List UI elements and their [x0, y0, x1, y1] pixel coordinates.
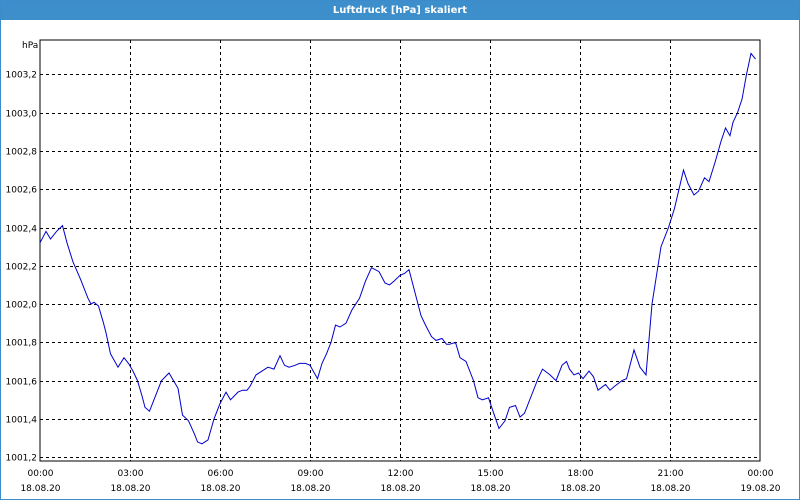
series-line [39, 52, 756, 445]
y-tick-label: 1001,4 [6, 416, 38, 426]
x-tick-date-label: 18.08.20 [380, 484, 420, 494]
y-tick-label: 1002,4 [6, 225, 38, 235]
x-tick-date-label: 18.08.20 [290, 484, 330, 494]
y-tick-label: 1002,6 [6, 186, 38, 196]
x-tick-time-label: 21:00 [658, 469, 684, 479]
y-tick-label: 1001,8 [6, 339, 38, 349]
x-tick-time-label: 09:00 [298, 469, 324, 479]
x-tick-date-label: 18.08.20 [200, 484, 240, 494]
x-tick-date-label: 19.08.20 [740, 484, 780, 494]
y-tick-label: 1001,2 [6, 454, 38, 464]
x-tick-date-label: 18.08.20 [560, 484, 600, 494]
y-tick-label: 1001,6 [6, 378, 38, 388]
x-tick-time-label: 00:00 [748, 469, 774, 479]
x-tick-time-label: 06:00 [208, 469, 234, 479]
x-tick-date-label: 18.08.20 [110, 484, 150, 494]
x-axis-ticks: 00:00 18.08.20 03:00 18.08.20 06:00 18.08.20 0… [20, 469, 780, 494]
x-tick-time-label: 12:00 [388, 469, 414, 479]
x-tick-date-label: 18.08.20 [470, 484, 510, 494]
series-layer [39, 52, 756, 445]
y-axis-ticks: 1001,2 1001,4 1001,6 1001,8 1002,0 1002,2 1002… [6, 71, 38, 464]
y-axis-unit-label: hPa [22, 41, 38, 51]
window-title: Luftdruck [hPa] skaliert [1, 1, 799, 20]
x-tick-time-label: 15:00 [478, 469, 504, 479]
y-tick-label: 1002,8 [6, 148, 38, 158]
plot-area [39, 39, 761, 462]
x-tick-date-label: 18.08.20 [650, 484, 690, 494]
y-tick-label: 1002,0 [6, 301, 38, 311]
x-tick-time-label: 03:00 [118, 469, 144, 479]
x-tick-date-label: 18.08.20 [20, 484, 60, 494]
x-tick-time-label: 00:00 [28, 469, 54, 479]
y-tick-label: 1003,2 [6, 71, 38, 81]
grid [40, 40, 760, 461]
y-tick-label: 1003,0 [6, 110, 38, 120]
y-tick-label: 1002,2 [6, 263, 38, 273]
x-tick-time-label: 18:00 [568, 469, 594, 479]
